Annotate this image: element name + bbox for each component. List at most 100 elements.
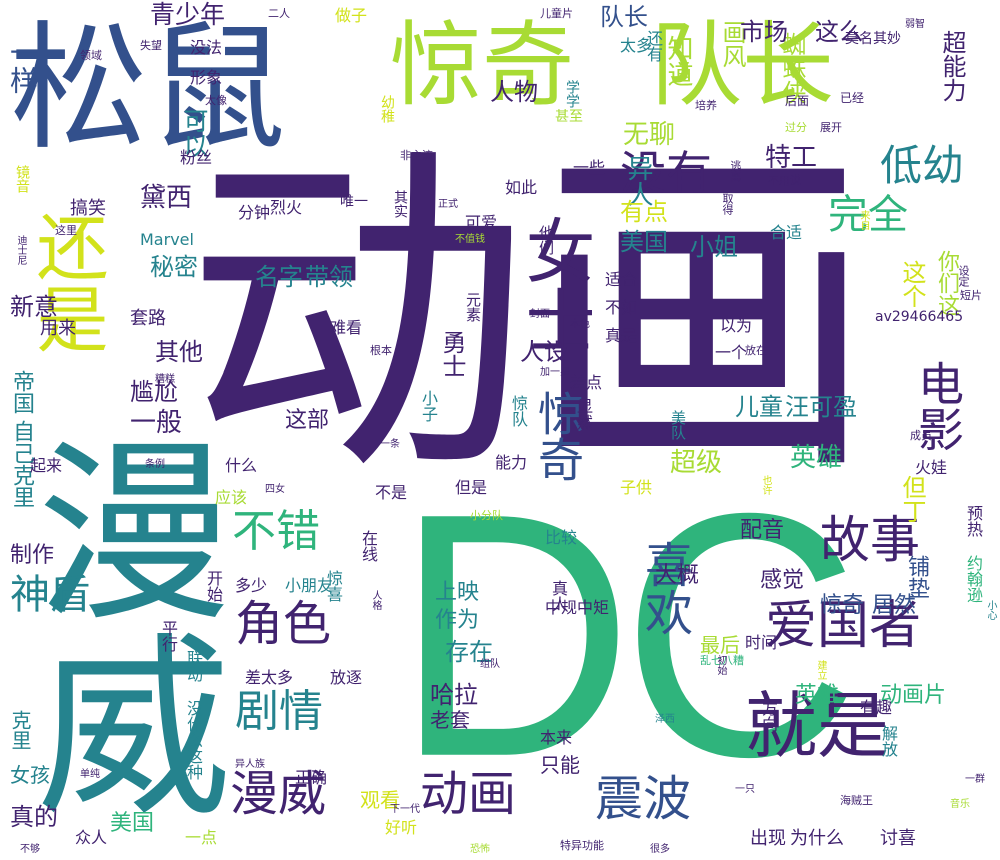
word-51fa-73b0: 出现 [750,828,786,849]
word-5f31-667a: 弱智 [905,19,925,30]
word-4e00-70b9: 一点 [185,828,218,847]
word-975e-4e3b-6d41: 非主流 [400,149,433,162]
word-7ea6-7ff0-900a: 约翰逊 [964,555,983,603]
word-5b66-5b66: 学学 [564,80,580,108]
word-4f46-4e01: 但丁 [898,475,926,523]
word-6709-70b9: 有点 [620,198,668,226]
word-5f88-591a: 很多 [650,844,670,855]
word-60ca-5947: 惊奇 [390,12,575,119]
word-82f1-96c4: 英雄 [790,443,843,473]
word-706b-5a03: 火娃 [915,458,948,477]
word-597d-542c: 好听 [385,818,418,837]
word-5c0f-59d0: 小姐 [690,233,738,261]
word-771f-7684: 真的 [10,803,58,831]
word-4f46-662f: 但是 [455,478,488,497]
word-53ef-7231: 可爱 [465,213,498,232]
word-653e-5728: 放在 [745,344,767,357]
word-672c-8272: 本色 [570,319,590,330]
word-53ef-4ee5: 可以 [180,108,209,158]
word-5b8c-5168: 完全 [828,192,908,238]
word-9884-70ed: 预热 [964,505,983,537]
word-96be-770b: 难看 [330,318,363,337]
word-4eba-683c: 人格 [370,590,381,610]
word-5176-4ed6: 其他 [155,338,203,366]
word-591a-5c11: 多少 [235,576,268,595]
word-653e-9010: 放逐 [330,668,363,687]
word-641e-7b11: 搞笑 [70,198,106,219]
word-5f62-8c61: 形象 [190,68,223,87]
word-7f8e-56fd: 美国 [620,228,668,256]
word-7535-5f71: 电影 [911,360,965,452]
word-5b58-5728: 存在 [445,638,493,666]
word-4e00-6761: 一条 [380,439,400,450]
word-4e71-4e03-516b-7cdf: 乱七八糟 [700,654,744,667]
word-4e0d-662f: 不是 [375,483,408,502]
word-9752-5c11-5e74: 青少年 [150,0,226,29]
word-4e0b-4e00-4ee3: 下一代 [390,804,420,815]
word-5df2-7ecf: 已经 [840,91,865,105]
word-6cfd-897f: 泽西 [655,714,675,725]
word-5c31-662f: 就是 [745,684,890,768]
word-4e0d-7528-8bf4: 不用说 [768,174,801,187]
word-4f4e-5e7c: 低幼 [880,141,965,190]
word-94fa-57ab: 铺垫 [904,555,929,599]
word-5973-5b69: 女孩 [10,763,50,787]
word-8fd9-4e2a: 这个 [898,260,926,308]
word-5efa-7acb: 建立 [815,660,826,680]
word-4e00-822c: 一般 [130,408,183,438]
word-6ca1-6cd5: 没法 [190,38,223,57]
word-5e7c-7a1a: 幼稚 [379,95,395,123]
word-521d-59cb: 初始 [715,655,726,675]
word-8d85-7ea7: 超级 [670,448,723,478]
word-4e0d-5982: 不如 [605,298,638,317]
word-513f-7ae5-7247: 儿童片 [540,7,573,20]
word-6f2b-5a01: 漫威 [4,430,231,820]
word-6b63-786e: 正确 [295,768,328,787]
word-8054-52a8: 联动 [184,650,203,682]
word-771f-662f: 真是 [605,326,638,345]
word-60ca-961f: 惊队 [509,395,528,427]
word-5c34-5c2c: 尴尬 [130,378,178,406]
word-5c01-9762: 封面 [530,309,550,320]
word-4eba-7269: 人物 [490,78,538,106]
word-4e0d-9519: 不错 [232,506,320,557]
word-505a-5b50: 做子 [335,6,368,25]
word-5c0f-5206-961f: 小分队 [470,509,503,522]
word-5176-5b9e: 其实 [392,190,408,218]
word-4f60-4eec-8fd9: 你们这 [934,250,959,316]
word-5dee-592a-591a: 差太多 [245,668,294,687]
word-65b9-5411: 方向 [759,700,778,732]
word-56db-5973: 四女 [265,484,285,495]
word-5c0f-5fc3: 小心 [985,600,996,620]
word-60ca-559c: 惊喜 [324,570,343,602]
word-5143-7d20: 元素 [464,292,482,322]
word-540e-9762: 后面 [785,94,810,108]
word-6b63-5f0f: 正式 [438,199,458,210]
word-5c0f-670b-53cb: 小朋友 [285,576,334,595]
word-540d-5b57: 名字 [255,263,303,291]
word-6700-540e: 最后 [700,633,740,657]
word-4e0d-591f: 不够 [20,844,40,855]
word-8001-5957: 老套 [430,708,470,732]
word-7ec4-961f: 组队 [480,659,500,670]
word-753b-98ce: 画风 [718,20,746,68]
word-82f1-96c4: 英雄 [795,683,840,708]
word-5973-58eb: 女士 [514,215,596,355]
word-83ab-540d-5176-5999: 莫名其妙 [845,31,901,47]
word-8fd8-6709: 还有 [644,30,663,62]
word-7231-56fd-8005: 爱国者 [765,596,922,656]
word-9002-5408: 适合 [605,270,638,289]
word-9707-6ce2: 震波 [595,771,692,827]
word-8fd9-90e8: 这部 [285,408,330,433]
word-611f-89c9: 感觉 [760,568,805,593]
word-5e02-573a: 市场 [740,18,788,46]
word-4ec0-4e48: 什么 [225,456,258,475]
word-65f6-95f4: 时间 [745,633,778,652]
word-5e73-884c: 平行 [159,620,178,652]
word-57f9-517b: 培养 [695,99,717,112]
word-7279-5f02-529f-80fd: 特异功能 [560,839,604,852]
word-6839-672c: 根本 [370,344,392,357]
word-4eba-8bbe: 人设 [520,338,568,366]
word-9886-57df: 领域 [80,49,102,62]
